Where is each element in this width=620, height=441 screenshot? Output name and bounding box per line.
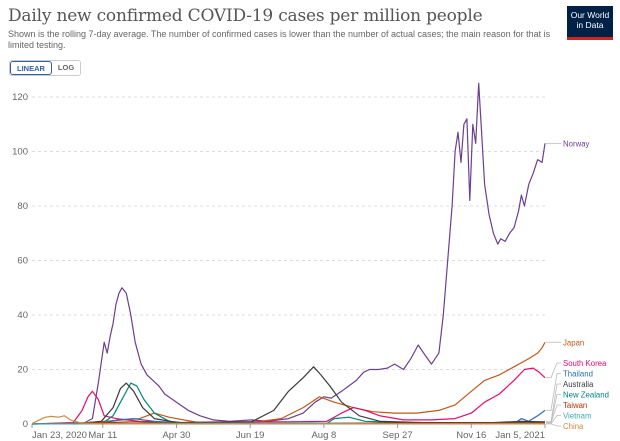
x-tick-label: Jan 23, 2020	[32, 430, 87, 441]
y-tick-label: 20	[17, 365, 28, 376]
chart-subtitle: Shown is the rolling 7-day average. The …	[8, 29, 551, 50]
y-tick-label: 0	[23, 419, 28, 430]
x-tick-label: Nov 16	[456, 430, 486, 441]
x-tick-label: Jun 19	[236, 430, 265, 441]
linear-scale-button[interactable]: LINEAR	[10, 61, 52, 75]
scale-toggle: LINEAR LOG	[9, 60, 82, 76]
chart-title: Daily new confirmed COVID-19 cases per m…	[8, 6, 483, 26]
label-connector	[546, 423, 561, 427]
y-tick-label: 80	[17, 201, 28, 212]
series-label-thailand[interactable]: Thailand	[563, 370, 593, 379]
logo-line-1: Our World	[570, 10, 610, 20]
x-axis: Jan 23, 2020 Mar 11 Apr 30 Jun 19 Aug 8 Sep 2…	[31, 424, 546, 441]
series-label-japan[interactable]: Japan	[563, 338, 584, 347]
x-tick-label: Aug 8	[311, 430, 336, 441]
series-label-south-korea[interactable]: South Korea	[563, 359, 607, 368]
grid-and-y-axis: 0 20 40 60 80 100 120	[12, 92, 545, 430]
series-label-australia[interactable]: Australia	[563, 380, 594, 389]
x-tick-label: Jan 5, 2021	[495, 430, 545, 441]
x-tick-label: Mar 11	[88, 430, 117, 441]
owid-logo[interactable]: Our World in Data	[567, 6, 613, 40]
label-connector	[546, 404, 561, 424]
series-label-taiwan[interactable]: Taiwan	[563, 401, 587, 410]
series-line-taiwan[interactable]	[31, 421, 545, 425]
x-tick-label: Sep 27	[383, 430, 413, 441]
series-label-new-zealand[interactable]: New Zealand	[563, 391, 609, 400]
log-scale-button[interactable]: LOG	[51, 61, 81, 75]
series-line-australia[interactable]	[73, 366, 546, 425]
series-label-china[interactable]: China	[563, 422, 584, 431]
label-connector	[546, 383, 561, 423]
x-tick-label: Apr 30	[162, 430, 190, 441]
series-line-japan[interactable]	[31, 342, 546, 425]
series-line-new-zealand[interactable]	[100, 382, 545, 425]
series-label-norway[interactable]: Norway	[563, 139, 590, 148]
series-line-south-korea[interactable]	[31, 367, 546, 425]
y-tick-label: 100	[12, 147, 28, 158]
label-connector	[546, 373, 561, 411]
y-tick-label: 120	[12, 92, 28, 103]
y-tick-label: 60	[17, 256, 28, 267]
series-label-vietnam[interactable]: Vietnam	[563, 412, 591, 421]
logo-line-2: in Data	[576, 20, 604, 30]
y-tick-label: 40	[17, 310, 28, 321]
series-lines	[31, 82, 546, 425]
label-connector	[546, 362, 561, 379]
series-line-china[interactable]	[31, 415, 546, 425]
series-line-norway[interactable]	[81, 82, 546, 425]
